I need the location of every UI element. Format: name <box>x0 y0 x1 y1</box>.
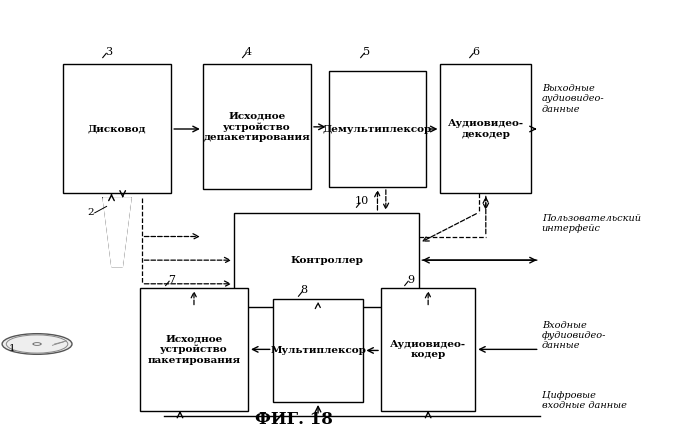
FancyBboxPatch shape <box>140 288 248 411</box>
Text: 8: 8 <box>301 286 308 295</box>
Text: Контроллер: Контроллер <box>290 256 363 264</box>
Text: 2: 2 <box>88 208 94 217</box>
FancyBboxPatch shape <box>329 71 426 187</box>
Text: 4: 4 <box>245 47 252 57</box>
Ellipse shape <box>33 343 41 345</box>
Text: Мультиплексор: Мультиплексор <box>270 346 366 355</box>
Text: 5: 5 <box>363 47 370 57</box>
Text: 7: 7 <box>168 275 175 285</box>
Text: 10: 10 <box>355 197 369 206</box>
Ellipse shape <box>6 335 68 353</box>
FancyBboxPatch shape <box>273 299 363 402</box>
Text: 6: 6 <box>472 47 479 57</box>
Text: Выходные
аудиовидео-
данные: Выходные аудиовидео- данные <box>542 84 605 114</box>
Text: Аудиовидео-
декодер: Аудиовидео- декодер <box>448 119 524 139</box>
Text: Дисковод: Дисковод <box>88 125 146 133</box>
Ellipse shape <box>2 334 72 354</box>
Text: 3: 3 <box>105 47 112 57</box>
Text: Аудиовидео-
кодер: Аудиовидео- кодер <box>390 340 466 359</box>
Text: Демультиплексор: Демультиплексор <box>323 125 432 133</box>
Text: 9: 9 <box>407 275 414 285</box>
FancyBboxPatch shape <box>63 64 171 194</box>
Text: ФИГ. 18: ФИГ. 18 <box>254 411 333 428</box>
FancyBboxPatch shape <box>203 64 311 189</box>
Polygon shape <box>103 198 131 267</box>
Text: 1: 1 <box>8 344 15 353</box>
Text: Исходное
устройство
пакетирования: Исходное устройство пакетирования <box>147 334 240 365</box>
Text: Исходное
устройство
депакетирования: Исходное устройство депакетирования <box>203 112 310 142</box>
Text: Входные
фудиовидео-
данные: Входные фудиовидео- данные <box>542 320 606 350</box>
FancyBboxPatch shape <box>234 213 419 307</box>
Text: Пользовательский
интерфейс: Пользовательский интерфейс <box>542 214 641 233</box>
FancyBboxPatch shape <box>381 288 475 411</box>
Text: Цифровые
входные данные: Цифровые входные данные <box>542 391 626 411</box>
FancyBboxPatch shape <box>440 64 531 194</box>
